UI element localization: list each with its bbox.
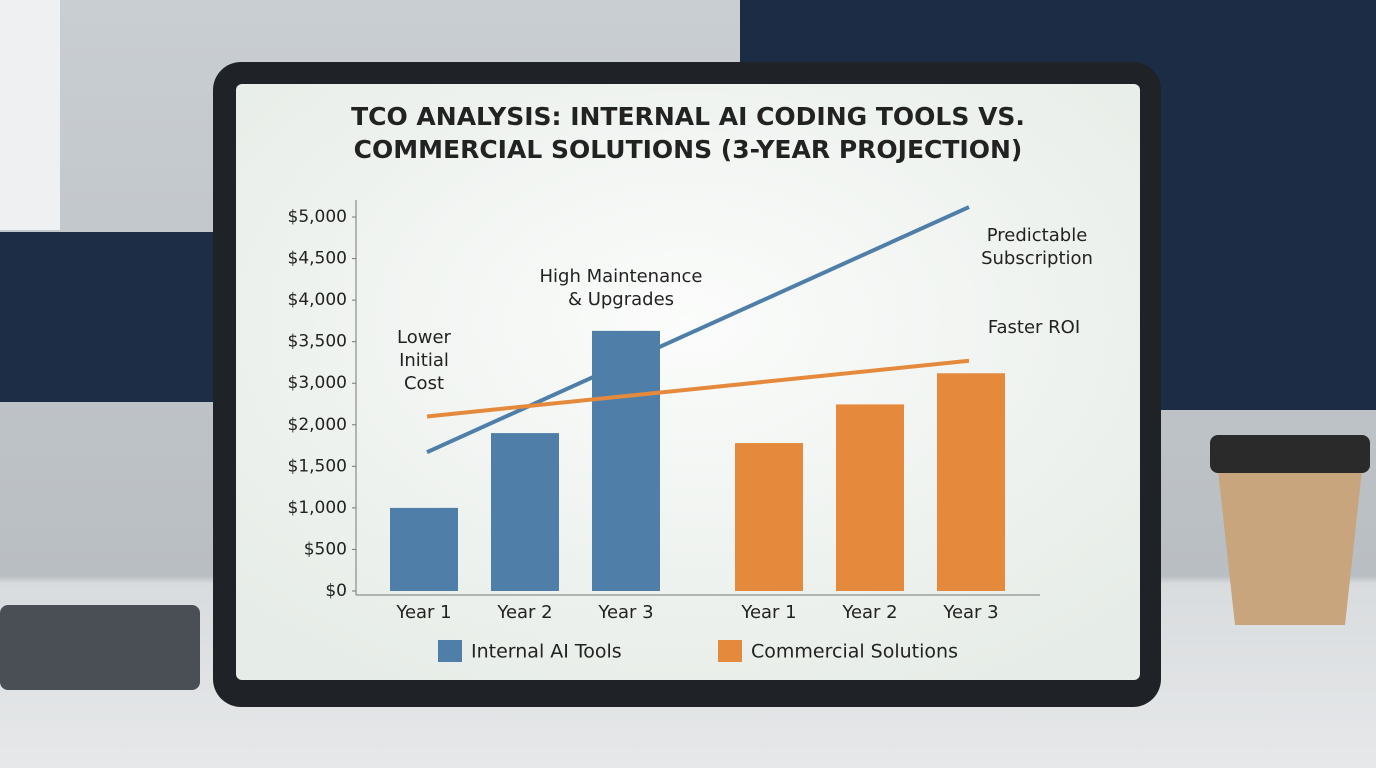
window: [0, 0, 60, 230]
bar: [937, 373, 1005, 591]
legend-swatch: [438, 640, 462, 662]
coffee-cup: [1218, 470, 1362, 625]
trend-line: [426, 358, 970, 419]
legend-swatch: [718, 640, 742, 662]
bar: [735, 443, 803, 591]
y-tick-label: $0: [325, 581, 347, 601]
annotation: Subscription: [981, 248, 1093, 269]
y-tick-label: $3,000: [288, 373, 347, 393]
y-tick-label: $2,000: [288, 415, 347, 435]
chart-title: COMMERCIAL SOLUTIONS (3-YEAR PROJECTION): [354, 135, 1023, 164]
y-tick-label: $4,500: [288, 249, 347, 269]
annotation: & Upgrades: [568, 289, 674, 310]
cup-lid: [1210, 435, 1370, 473]
chart: TCO ANALYSIS: INTERNAL AI CODING TOOLS V…: [288, 102, 1093, 663]
x-tick-label: Year 2: [496, 602, 552, 623]
background-monitor: [0, 232, 215, 402]
annotation: High Maintenance: [539, 266, 702, 287]
legend-label: Commercial Solutions: [751, 641, 958, 663]
annotation: Cost: [404, 373, 444, 394]
bar: [390, 507, 458, 591]
y-tick-label: $500: [304, 539, 347, 559]
y-tick-label: $3,500: [288, 332, 347, 352]
annotation: Faster ROI: [988, 317, 1080, 338]
x-tick-label: Year 2: [841, 602, 897, 623]
x-tick-label: Year 1: [740, 602, 796, 623]
y-tick-label: $5,000: [288, 207, 347, 227]
notebook: [0, 605, 200, 690]
x-tick-label: Year 3: [597, 602, 653, 623]
trend-line: [426, 205, 970, 455]
x-tick-label: Year 1: [395, 602, 451, 623]
x-tick-label: Year 3: [942, 602, 998, 623]
y-tick-label: $1,000: [288, 498, 347, 518]
y-tick-label: $1,500: [288, 456, 347, 476]
annotation: Lower: [397, 327, 452, 348]
annotation: Initial: [399, 350, 449, 371]
bar: [491, 433, 559, 591]
bar: [592, 330, 660, 591]
y-tick-label: $4,000: [288, 290, 347, 310]
annotation: Predictable: [987, 225, 1088, 246]
chart-title: TCO ANALYSIS: INTERNAL AI CODING TOOLS V…: [351, 102, 1025, 131]
legend-label: Internal AI Tools: [471, 641, 622, 663]
bar: [836, 404, 904, 591]
